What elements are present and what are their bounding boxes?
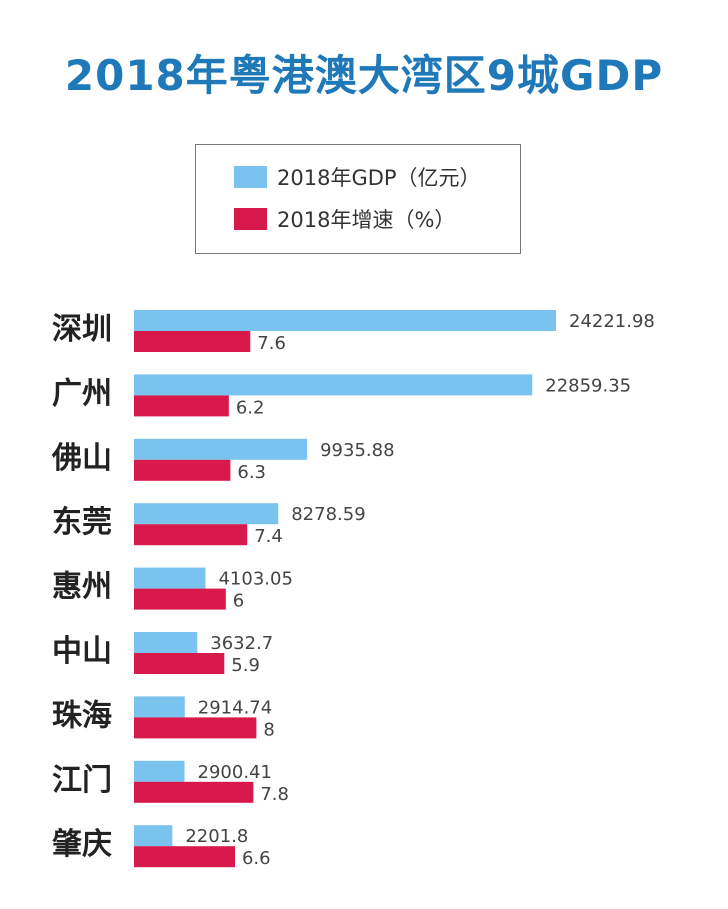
gdp-bar — [134, 374, 533, 396]
legend-item-growth: 2018年增速（%） — [234, 207, 456, 232]
growth-bar — [134, 524, 248, 546]
gdp-value-label: 4103.05 — [218, 569, 292, 590]
gdp-value-label: 2914.74 — [198, 697, 272, 718]
growth-value-label: 7.8 — [260, 784, 289, 805]
gdp-value-label: 2201.8 — [185, 826, 248, 847]
category-group: 深圳 24221.98 7.6 — [52, 310, 655, 354]
chart-legend: 2018年GDP（亿元） 2018年增速（%） — [195, 144, 521, 254]
growth-bar — [134, 653, 225, 674]
gdp-value-label: 3632.7 — [210, 633, 273, 654]
legend-swatch-gdp — [234, 166, 267, 188]
gdp-value-label: 2900.41 — [198, 762, 272, 783]
chart-title: 2018年粤港澳大湾区9城GDP — [64, 51, 664, 100]
gdp-bar — [134, 760, 185, 782]
gdp-bar — [134, 310, 556, 331]
growth-value-label: 7.6 — [257, 333, 286, 354]
growth-bar — [134, 781, 254, 803]
category-group: 肇庆 2201.86.6 — [52, 825, 271, 869]
category-label: 广州 — [52, 376, 112, 411]
category-label: 佛山 — [51, 441, 112, 476]
category-group: 江门 2900.417.8 — [52, 760, 289, 805]
growth-value-label: 6.2 — [236, 397, 265, 418]
growth-bar — [134, 717, 257, 739]
gdp-value-label: 8278.59 — [291, 504, 365, 525]
category-label: 珠海 — [52, 698, 112, 733]
growth-bar — [134, 395, 229, 417]
category-label: 惠州 — [52, 570, 112, 605]
category-label: 江门 — [52, 763, 112, 798]
legend-label-gdp: 2018年GDP（亿元） — [277, 166, 481, 190]
growth-value-label: 6.3 — [237, 462, 266, 483]
gdp-value-label: 9935.88 — [320, 440, 394, 461]
category-group: 中山 3632.75.9 — [52, 632, 273, 676]
category-label: 深圳 — [52, 312, 112, 347]
growth-value-label: 6.6 — [242, 848, 271, 869]
growth-value-label: 7.4 — [254, 526, 283, 547]
growth-bar — [134, 459, 231, 481]
gdp-bar — [134, 632, 198, 653]
category-group: 东莞 8278.59 7.4 — [52, 503, 366, 547]
growth-bar — [134, 331, 251, 352]
category-group: 惠州 4103.056 — [52, 567, 293, 612]
category-label: 肇庆 — [52, 827, 112, 862]
gdp-bar — [134, 438, 308, 460]
legend-label-growth: 2018年增速（%） — [277, 208, 456, 232]
gdp-value-label: 22859.35 — [545, 375, 631, 396]
gdp-value-label: 24221.98 — [569, 311, 655, 332]
gdp-bar — [134, 503, 279, 525]
category-group: 广州 22859.35 6.2 — [52, 374, 631, 418]
legend-item-gdp: 2018年GDP（亿元） — [234, 165, 481, 190]
legend-swatch-growth — [234, 208, 267, 230]
category-label: 中山 — [52, 634, 112, 669]
growth-value-label: 6 — [233, 591, 244, 612]
category-group: 珠海 2914.748 — [52, 696, 275, 740]
growth-value-label: 5.9 — [231, 655, 260, 676]
growth-value-label: 8 — [263, 719, 274, 740]
gdp-bar — [134, 696, 185, 718]
growth-bar — [134, 846, 235, 868]
gdp-bar — [134, 825, 173, 847]
gdp-bar — [134, 567, 206, 589]
category-label: 东莞 — [52, 505, 112, 540]
growth-bar — [134, 588, 226, 610]
category-group: 佛山 9935.88 6.3 — [51, 438, 395, 483]
